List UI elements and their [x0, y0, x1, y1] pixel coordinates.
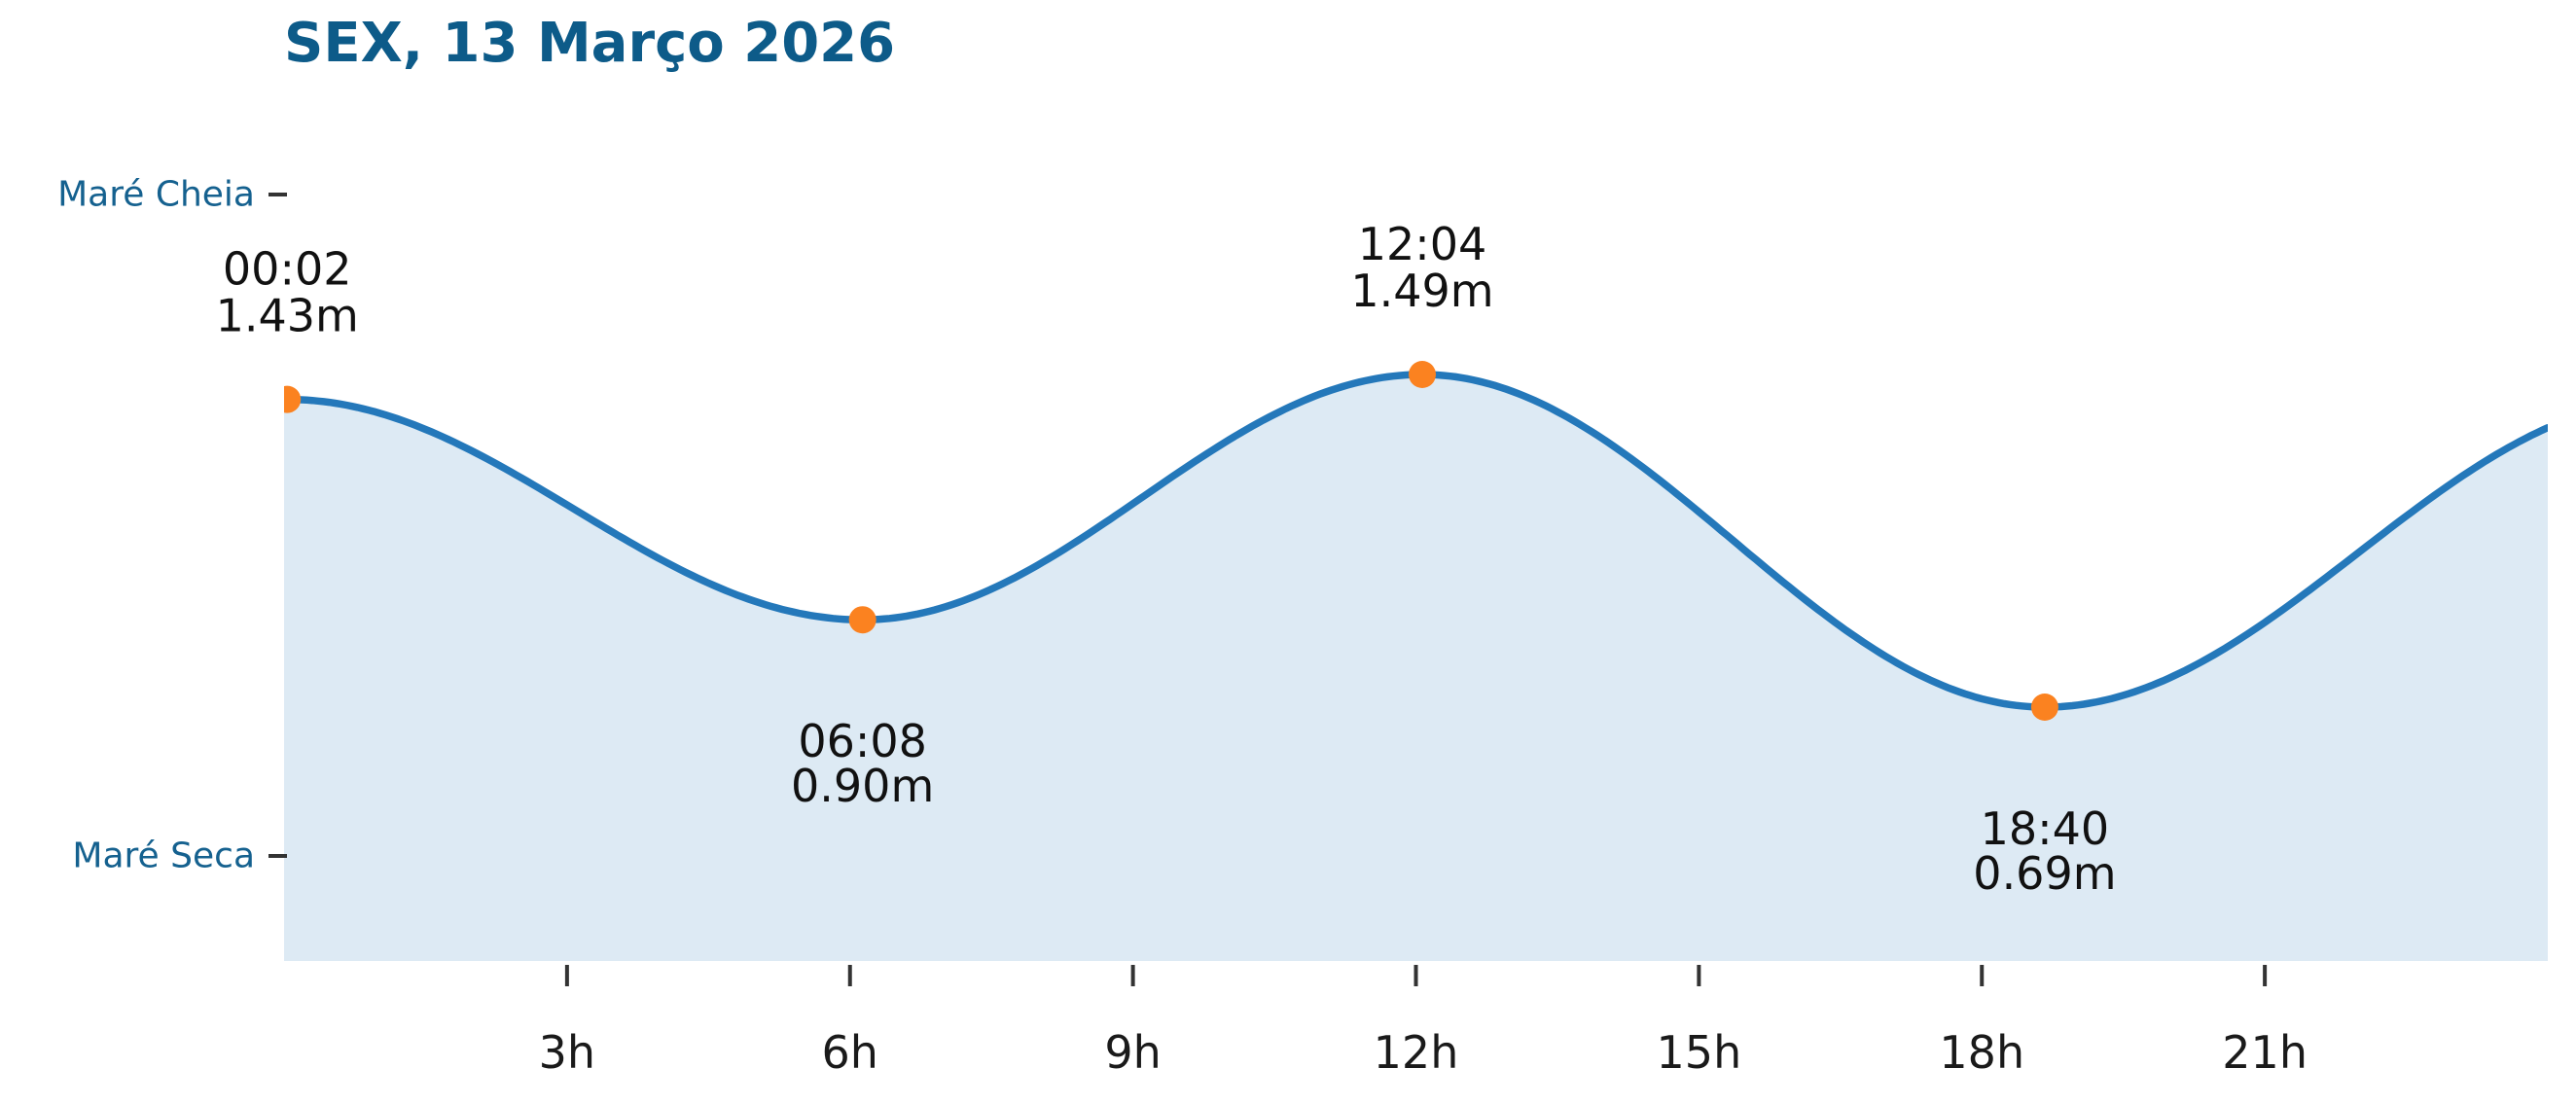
y-axis-label-high: Maré Cheia [57, 175, 255, 215]
tide-extreme-marker-00:02 [284, 385, 302, 413]
annotation-time-00:02: 00:02 [223, 243, 352, 296]
annotation-height-06:08: 0.90m [791, 760, 934, 812]
annotation-time-12:04: 12:04 [1358, 218, 1487, 270]
x-tick-label-6h: 6h [822, 1026, 878, 1079]
x-tick-label-15h: 15h [1657, 1026, 1742, 1079]
tide-extreme-marker-12:04 [1408, 361, 1436, 388]
chart-title: SEX, 13 Março 2026 [284, 12, 896, 75]
x-tick-label-9h: 9h [1104, 1026, 1161, 1079]
y-axis-label-low: Maré Seca [72, 836, 255, 876]
annotation-time-18:40: 18:40 [1981, 802, 2110, 855]
annotation-time-06:08: 06:08 [798, 715, 927, 767]
tide-extreme-marker-06:08 [848, 606, 877, 634]
x-tick-label-18h: 18h [1939, 1026, 2024, 1079]
annotation-height-12:04: 1.49m [1350, 265, 1493, 317]
x-tick-label-3h: 3h [539, 1026, 595, 1079]
x-tick-label-21h: 21h [2222, 1026, 2308, 1079]
annotation-height-00:02: 1.43m [216, 290, 359, 342]
annotation-height-18:40: 0.69m [1973, 847, 2116, 900]
x-tick-label-12h: 12h [1374, 1026, 1459, 1079]
tide-area-fill [284, 374, 2548, 961]
tide-extreme-marker-18:40 [2030, 694, 2058, 721]
